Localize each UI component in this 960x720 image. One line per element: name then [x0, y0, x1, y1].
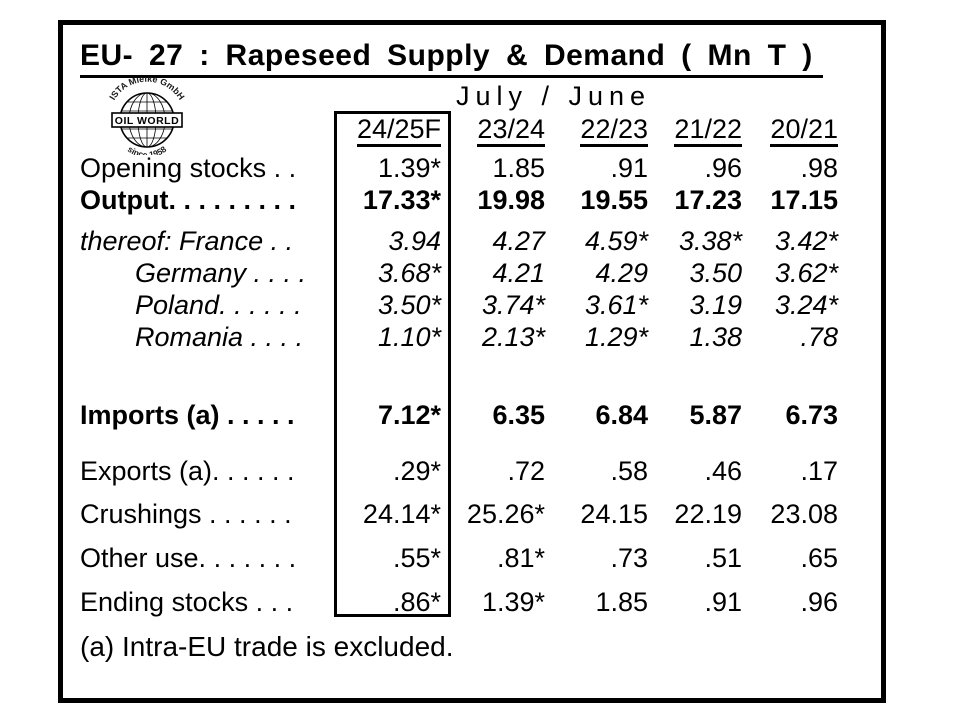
cell: 17.23 — [674, 185, 742, 215]
cell: .65 — [800, 543, 838, 573]
cell: 3.94 — [388, 226, 441, 256]
column-header-label: 23/24 — [477, 114, 545, 147]
row-label: Exports (a). . . . . . — [80, 456, 295, 486]
cell: .73 — [610, 543, 648, 573]
cell: 1.85 — [595, 587, 648, 617]
cell: 3.42* — [774, 226, 838, 256]
cell: 3.61* — [584, 290, 648, 320]
cell: 24.14* — [362, 499, 441, 529]
cell: 4.29 — [595, 258, 648, 288]
table-row-crushings: Crushings . . . . . . 24.14* 25.26* 24.1… — [63, 497, 853, 531]
cell: .81* — [496, 543, 545, 573]
cell: 25.26* — [466, 499, 545, 529]
table-row-france: thereof: France . . 3.94 4.27 4.59* 3.38… — [63, 224, 853, 258]
period-header: July / June — [456, 81, 652, 111]
cell: 5.87 — [689, 400, 742, 430]
cell: 23.08 — [770, 499, 838, 529]
row-label: Output. . . . . . . . . — [80, 185, 296, 215]
table-row-opening-stocks: Opening stocks . . 1.39* 1.85 .91 .96 .9… — [63, 151, 853, 185]
table-row-exports: Exports (a). . . . . . .29* .72 .58 .46 … — [63, 454, 853, 488]
cell: 1.38 — [689, 322, 742, 352]
table-header-row: 24/25F 23/24 22/23 21/22 20/21 — [63, 111, 853, 147]
cell: .96 — [800, 587, 838, 617]
column-header: 20/21 — [748, 112, 845, 147]
table-row-germany: Germany . . . . 3.68* 4.21 4.29 3.50 3.6… — [63, 256, 853, 290]
cell: 3.74* — [481, 290, 545, 320]
cell: .72 — [507, 456, 545, 486]
cell: .91 — [704, 587, 742, 617]
cell: 3.50* — [377, 290, 441, 320]
cell: .51 — [704, 543, 742, 573]
cell: 1.39* — [481, 587, 545, 617]
cell: .78 — [800, 322, 838, 352]
forecast-column-box — [334, 111, 451, 617]
row-label: Poland. . . . . . — [135, 290, 302, 320]
cell: .58 — [610, 456, 648, 486]
row-label: Imports (a) . . . . . — [80, 400, 295, 430]
cell: .98 — [800, 153, 838, 183]
cell: 1.10* — [377, 322, 441, 352]
column-header: 24/25F — [337, 112, 450, 147]
cell: .91 — [610, 153, 648, 183]
column-header: 23/24 — [450, 112, 553, 147]
cell: 7.12* — [377, 400, 441, 430]
cell: 6.84 — [595, 400, 648, 430]
cell: 3.68* — [377, 258, 441, 288]
cell: 4.59* — [584, 226, 648, 256]
cell: 6.73 — [785, 400, 838, 430]
cell: 1.85 — [492, 153, 545, 183]
column-header-label: 21/22 — [674, 114, 742, 147]
cell: 2.13* — [481, 322, 545, 352]
column-header-label: 22/23 — [580, 114, 648, 147]
cell: 3.24* — [774, 290, 838, 320]
cell: 17.33* — [362, 185, 441, 215]
slide-frame: EU- 27 : Rapeseed Supply & Demand ( Mn T… — [58, 20, 886, 703]
cell: 19.98 — [477, 185, 545, 215]
cell: .96 — [704, 153, 742, 183]
table-row-poland: Poland. . . . . . 3.50* 3.74* 3.61* 3.19… — [63, 288, 853, 322]
oil-world-logo: ISTA Mielke GmbH OIL WORLD since 1958 — [107, 77, 186, 155]
row-label: Opening stocks . . — [80, 153, 297, 183]
row-label: Romania . . . . — [135, 322, 304, 352]
cell: .55* — [392, 543, 441, 573]
cell: .86* — [392, 587, 441, 617]
cell: .29* — [392, 456, 441, 486]
cell: .17 — [800, 456, 838, 486]
logo-banner — [111, 112, 183, 128]
column-header-label: 24/25F — [356, 114, 441, 147]
page-title: EU- 27 : Rapeseed Supply & Demand ( Mn T… — [80, 39, 823, 78]
column-header-label: 20/21 — [770, 114, 838, 147]
row-label: Other use. . . . . . . — [80, 543, 297, 573]
column-header: 21/22 — [655, 112, 748, 147]
row-label: Ending stocks . . . — [80, 587, 294, 617]
table-row-other-use: Other use. . . . . . . .55* .81* .73 .51… — [63, 541, 853, 575]
cell: 1.29* — [584, 322, 648, 352]
cell: 3.62* — [774, 258, 838, 288]
table-row-output: Output. . . . . . . . . 17.33* 19.98 19.… — [63, 183, 853, 217]
table-row-romania: Romania . . . . 1.10* 2.13* 1.29* 1.38 .… — [63, 320, 853, 354]
row-label: Crushings . . . . . . — [80, 499, 292, 529]
cell: 19.55 — [580, 185, 648, 215]
table-row-ending-stocks: Ending stocks . . . .86* 1.39* 1.85 .91 … — [63, 585, 853, 619]
cell: 6.35 — [492, 400, 545, 430]
cell: 3.38* — [678, 226, 742, 256]
table-row-imports: Imports (a) . . . . . 7.12* 6.35 6.84 5.… — [63, 398, 853, 432]
column-header: 22/23 — [553, 112, 655, 147]
cell: 1.39* — [377, 153, 441, 183]
row-label: thereof: France . . — [80, 226, 294, 256]
cell: 4.21 — [492, 258, 545, 288]
cell: .46 — [704, 456, 742, 486]
cell: 24.15 — [580, 499, 648, 529]
cell: 3.50 — [689, 258, 742, 288]
cell: 4.27 — [492, 226, 545, 256]
row-label: Germany . . . . — [135, 258, 307, 288]
cell: 3.19 — [689, 290, 742, 320]
cell: 17.15 — [770, 185, 838, 215]
footnote: (a) Intra-EU trade is excluded. — [80, 631, 454, 662]
cell: 22.19 — [674, 499, 742, 529]
logo-name: OIL WORLD — [115, 115, 179, 127]
